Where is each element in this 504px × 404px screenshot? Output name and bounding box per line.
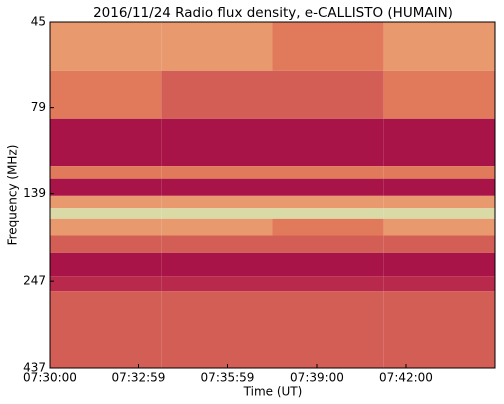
heatmap-cell <box>383 235 495 253</box>
x-axis-label: Time (UT) <box>243 385 303 399</box>
heatmap-cell <box>383 22 495 71</box>
heatmap-cell <box>50 118 162 167</box>
heatmap-cell <box>383 178 495 196</box>
heatmap-cell <box>50 218 162 236</box>
heatmap-cell <box>161 70 273 119</box>
heatmap-cell <box>383 166 495 179</box>
heatmap-cell <box>50 208 162 219</box>
heatmap-cell <box>272 276 384 292</box>
heatmap-cell <box>50 166 162 179</box>
heatmap-cell <box>383 252 495 277</box>
heatmap-cell <box>272 118 384 167</box>
y-tick-label: 247 <box>23 274 46 288</box>
heatmap-cell <box>161 276 273 292</box>
heatmap-cell <box>161 252 273 277</box>
heatmap-cell <box>161 118 273 167</box>
y-tick-label: 45 <box>31 15 46 29</box>
heatmap-cell <box>383 276 495 292</box>
heatmap-cell <box>272 22 384 71</box>
x-tick-label: 07:39:00 <box>290 371 344 385</box>
heatmap-cell <box>50 178 162 196</box>
heatmap-cell <box>161 291 273 368</box>
heatmap-cell <box>50 276 162 292</box>
heatmap-cell <box>50 22 162 71</box>
y-tick-label: 437 <box>23 361 46 375</box>
chart-title: 2016/11/24 Radio flux density, e-CALLIST… <box>93 5 453 21</box>
heatmap-cell <box>161 22 273 71</box>
heatmap-cell <box>161 195 273 209</box>
heatmap-cell <box>50 195 162 209</box>
heatmap-cell <box>272 70 384 119</box>
heatmap-cell <box>272 218 384 236</box>
plot-frame <box>49 21 496 369</box>
heatmap-cell <box>272 178 384 196</box>
heatmap-cell <box>383 291 495 368</box>
heatmap-cell <box>272 208 384 219</box>
heatmap-cell <box>50 252 162 277</box>
heatmap <box>50 22 495 368</box>
heatmap-cell <box>50 235 162 253</box>
heatmap-cell <box>50 70 162 119</box>
y-axis-label: Frequency (MHz) <box>6 145 20 246</box>
x-tick-label: 07:30:00 <box>23 371 77 385</box>
heatmap-cell <box>272 252 384 277</box>
y-tick-label: 139 <box>23 186 46 200</box>
heatmap-cell <box>272 195 384 209</box>
y-tick-label: 79 <box>31 100 46 114</box>
heatmap-cell <box>272 235 384 253</box>
heatmap-cell <box>161 235 273 253</box>
x-tick-label: 07:32:59 <box>112 371 166 385</box>
heatmap-cell <box>383 70 495 119</box>
heatmap-cell <box>272 291 384 368</box>
heatmap-cell <box>161 178 273 196</box>
heatmap-cell <box>161 208 273 219</box>
heatmap-cell <box>383 208 495 219</box>
heatmap-cell <box>161 166 273 179</box>
heatmap-cell <box>383 118 495 167</box>
heatmap-cell <box>383 195 495 209</box>
x-tick-label: 07:35:59 <box>201 371 255 385</box>
heatmap-cell <box>50 291 162 368</box>
heatmap-cell <box>383 218 495 236</box>
heatmap-cell <box>161 218 273 236</box>
x-tick-label: 07:42:00 <box>379 371 433 385</box>
heatmap-cell <box>272 166 384 179</box>
